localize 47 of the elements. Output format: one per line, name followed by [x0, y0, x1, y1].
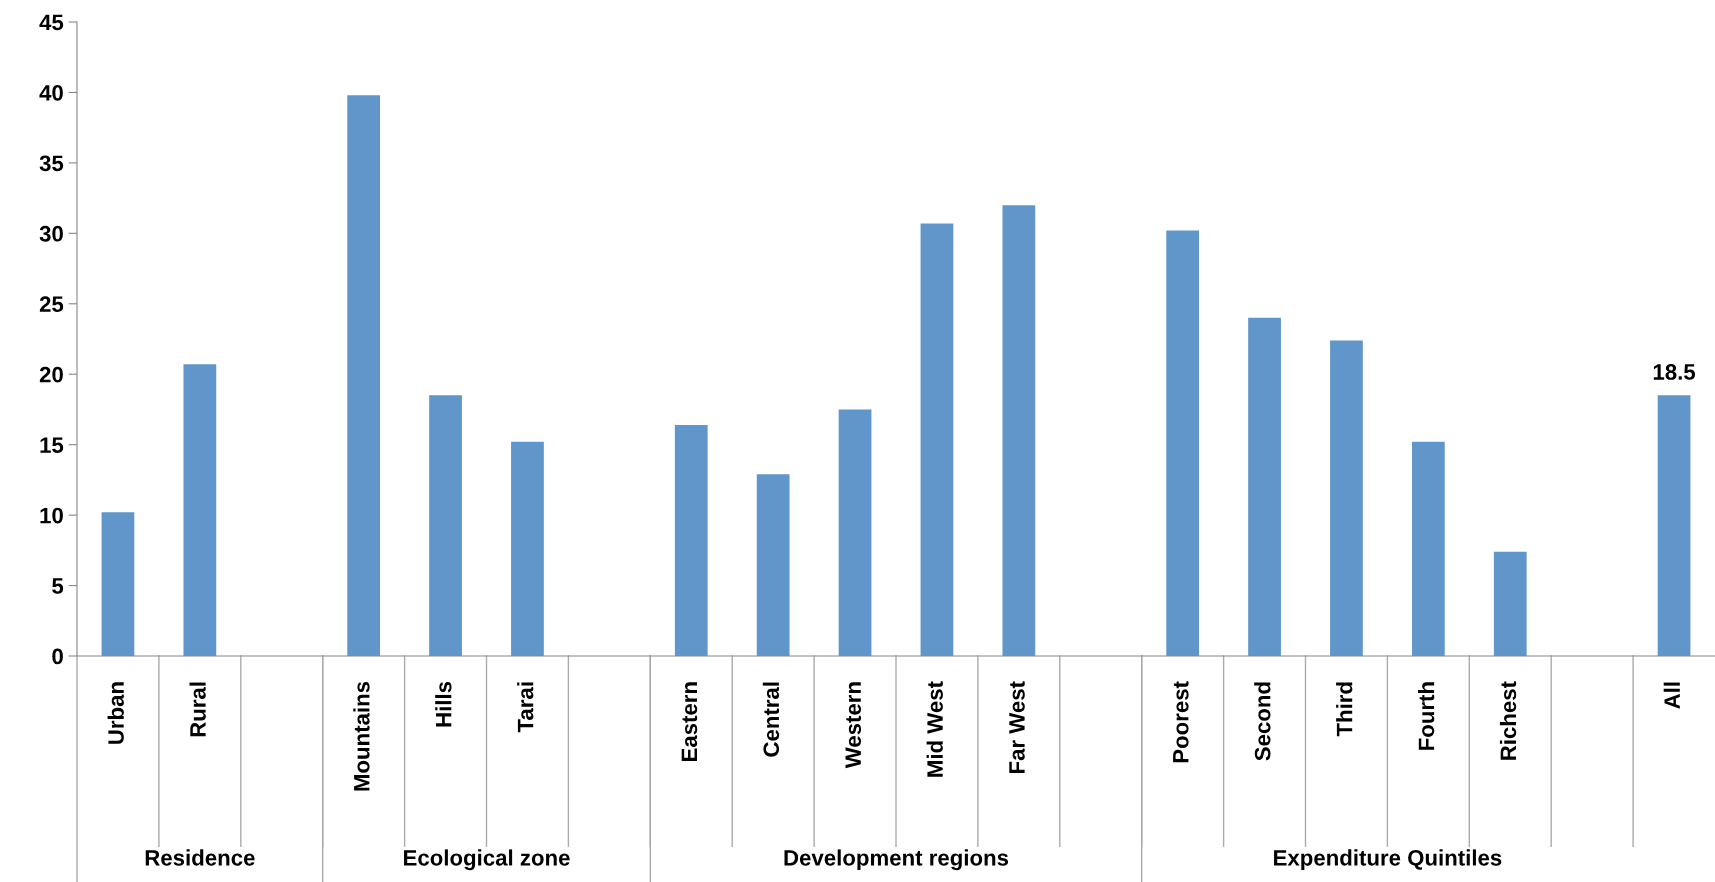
bar [511, 441, 544, 656]
bar [756, 474, 790, 656]
x-tick-label: Richest [1499, 681, 1517, 760]
bar [1657, 395, 1691, 656]
x-tick-label: Western [845, 682, 862, 769]
bar [838, 409, 872, 656]
bar [1493, 551, 1527, 656]
x-tick-label: Fourth [1417, 682, 1435, 750]
x-tick-label: Eastern [681, 682, 698, 762]
y-tick-label: 40 [39, 84, 63, 101]
x-tick-label: Second [1254, 682, 1271, 761]
bar [920, 223, 954, 656]
bar [1166, 230, 1200, 656]
x-tick-label: Tarai [517, 682, 534, 733]
x-tick-label: Mountains [353, 681, 370, 791]
y-tick-label: 45 [39, 14, 64, 31]
bar [183, 364, 217, 656]
bar [1002, 205, 1036, 656]
data-label: 18.5 [1653, 364, 1696, 380]
bar [1411, 441, 1445, 656]
x-tick-label: Urban [107, 682, 124, 744]
bar [101, 512, 135, 656]
text: Ecological zone [404, 849, 570, 871]
text: Expenditure Quintiles [1274, 849, 1502, 871]
x-tick-label: Central [762, 682, 780, 757]
y-tick-label: 5 [52, 578, 64, 594]
bar [429, 395, 462, 656]
x-tick-label: Hills [435, 681, 452, 727]
x-tick-label: Rural [189, 682, 206, 737]
text: Residence [145, 849, 255, 866]
x-tick-label: Poorest [1173, 681, 1189, 763]
y-tick-label: 10 [40, 507, 63, 524]
x-tick-label: Third [1336, 682, 1353, 737]
x-tick-label: Mid West [926, 681, 943, 777]
y-tick-label: 15 [40, 437, 64, 453]
y-tick-label: 25 [39, 296, 64, 313]
bar [1248, 317, 1281, 656]
y-tick-label: 35 [39, 155, 64, 172]
bar [674, 424, 708, 656]
y-tick-label: 0 [52, 648, 63, 665]
x-tick-label: All [1663, 682, 1680, 709]
y-tick-label: 30 [39, 225, 63, 242]
bar [347, 95, 381, 656]
text: Development regions [784, 849, 1009, 871]
x-tick-label: Far West [1009, 681, 1025, 773]
bar [1330, 340, 1363, 656]
y-tick-label: 20 [39, 366, 63, 383]
